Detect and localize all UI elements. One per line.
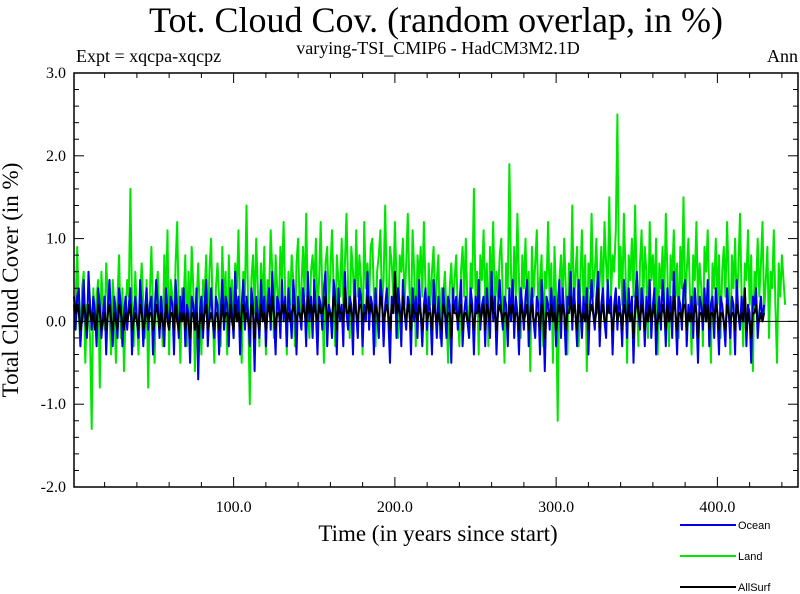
y-tick-label: 0.0 — [46, 313, 66, 330]
y-tick-label: 2.0 — [46, 148, 66, 165]
plot-frame — [73, 72, 799, 488]
y-tick-label: -1.0 — [41, 396, 66, 413]
y-axis-ticks: -2.0 -1.0 0.0 1.0 2.0 3.0 — [41, 65, 798, 496]
x-tick-label: 200.0 — [377, 499, 413, 516]
legend-label-ocean: Ocean — [738, 520, 770, 532]
plot-series-group — [73, 113, 787, 430]
chart-title: Tot. Cloud Cov. (random overlap, in %) — [149, 0, 723, 40]
chart-subtitle-left: Expt = xqcpa-xqcpz — [76, 46, 221, 66]
x-axis-label: Time (in years since start) — [318, 521, 557, 546]
chart-subtitle-center: varying-TSI_CMIP6 - HadCM3M2.1D — [296, 38, 580, 58]
legend-label-land: Land — [738, 551, 762, 563]
series-line-allsurf — [73, 270, 766, 339]
x-axis-ticks: 100.0 200.0 300.0 400.0 — [104, 73, 783, 516]
x-tick-label: 400.0 — [699, 499, 735, 516]
chart-subtitle-right: Ann — [767, 46, 798, 66]
legend: Ocean Land AllSurf — [680, 520, 771, 594]
legend-label-allsurf: AllSurf — [738, 582, 771, 594]
y-tick-label: 3.0 — [46, 65, 66, 82]
y-axis-label: Total Cloud Cover (in %) — [0, 163, 23, 398]
x-tick-label: 300.0 — [538, 499, 574, 516]
x-tick-label: 100.0 — [216, 499, 252, 516]
series-line-land — [73, 113, 787, 430]
y-tick-label: -2.0 — [41, 479, 66, 496]
y-tick-label: 1.0 — [46, 231, 66, 248]
